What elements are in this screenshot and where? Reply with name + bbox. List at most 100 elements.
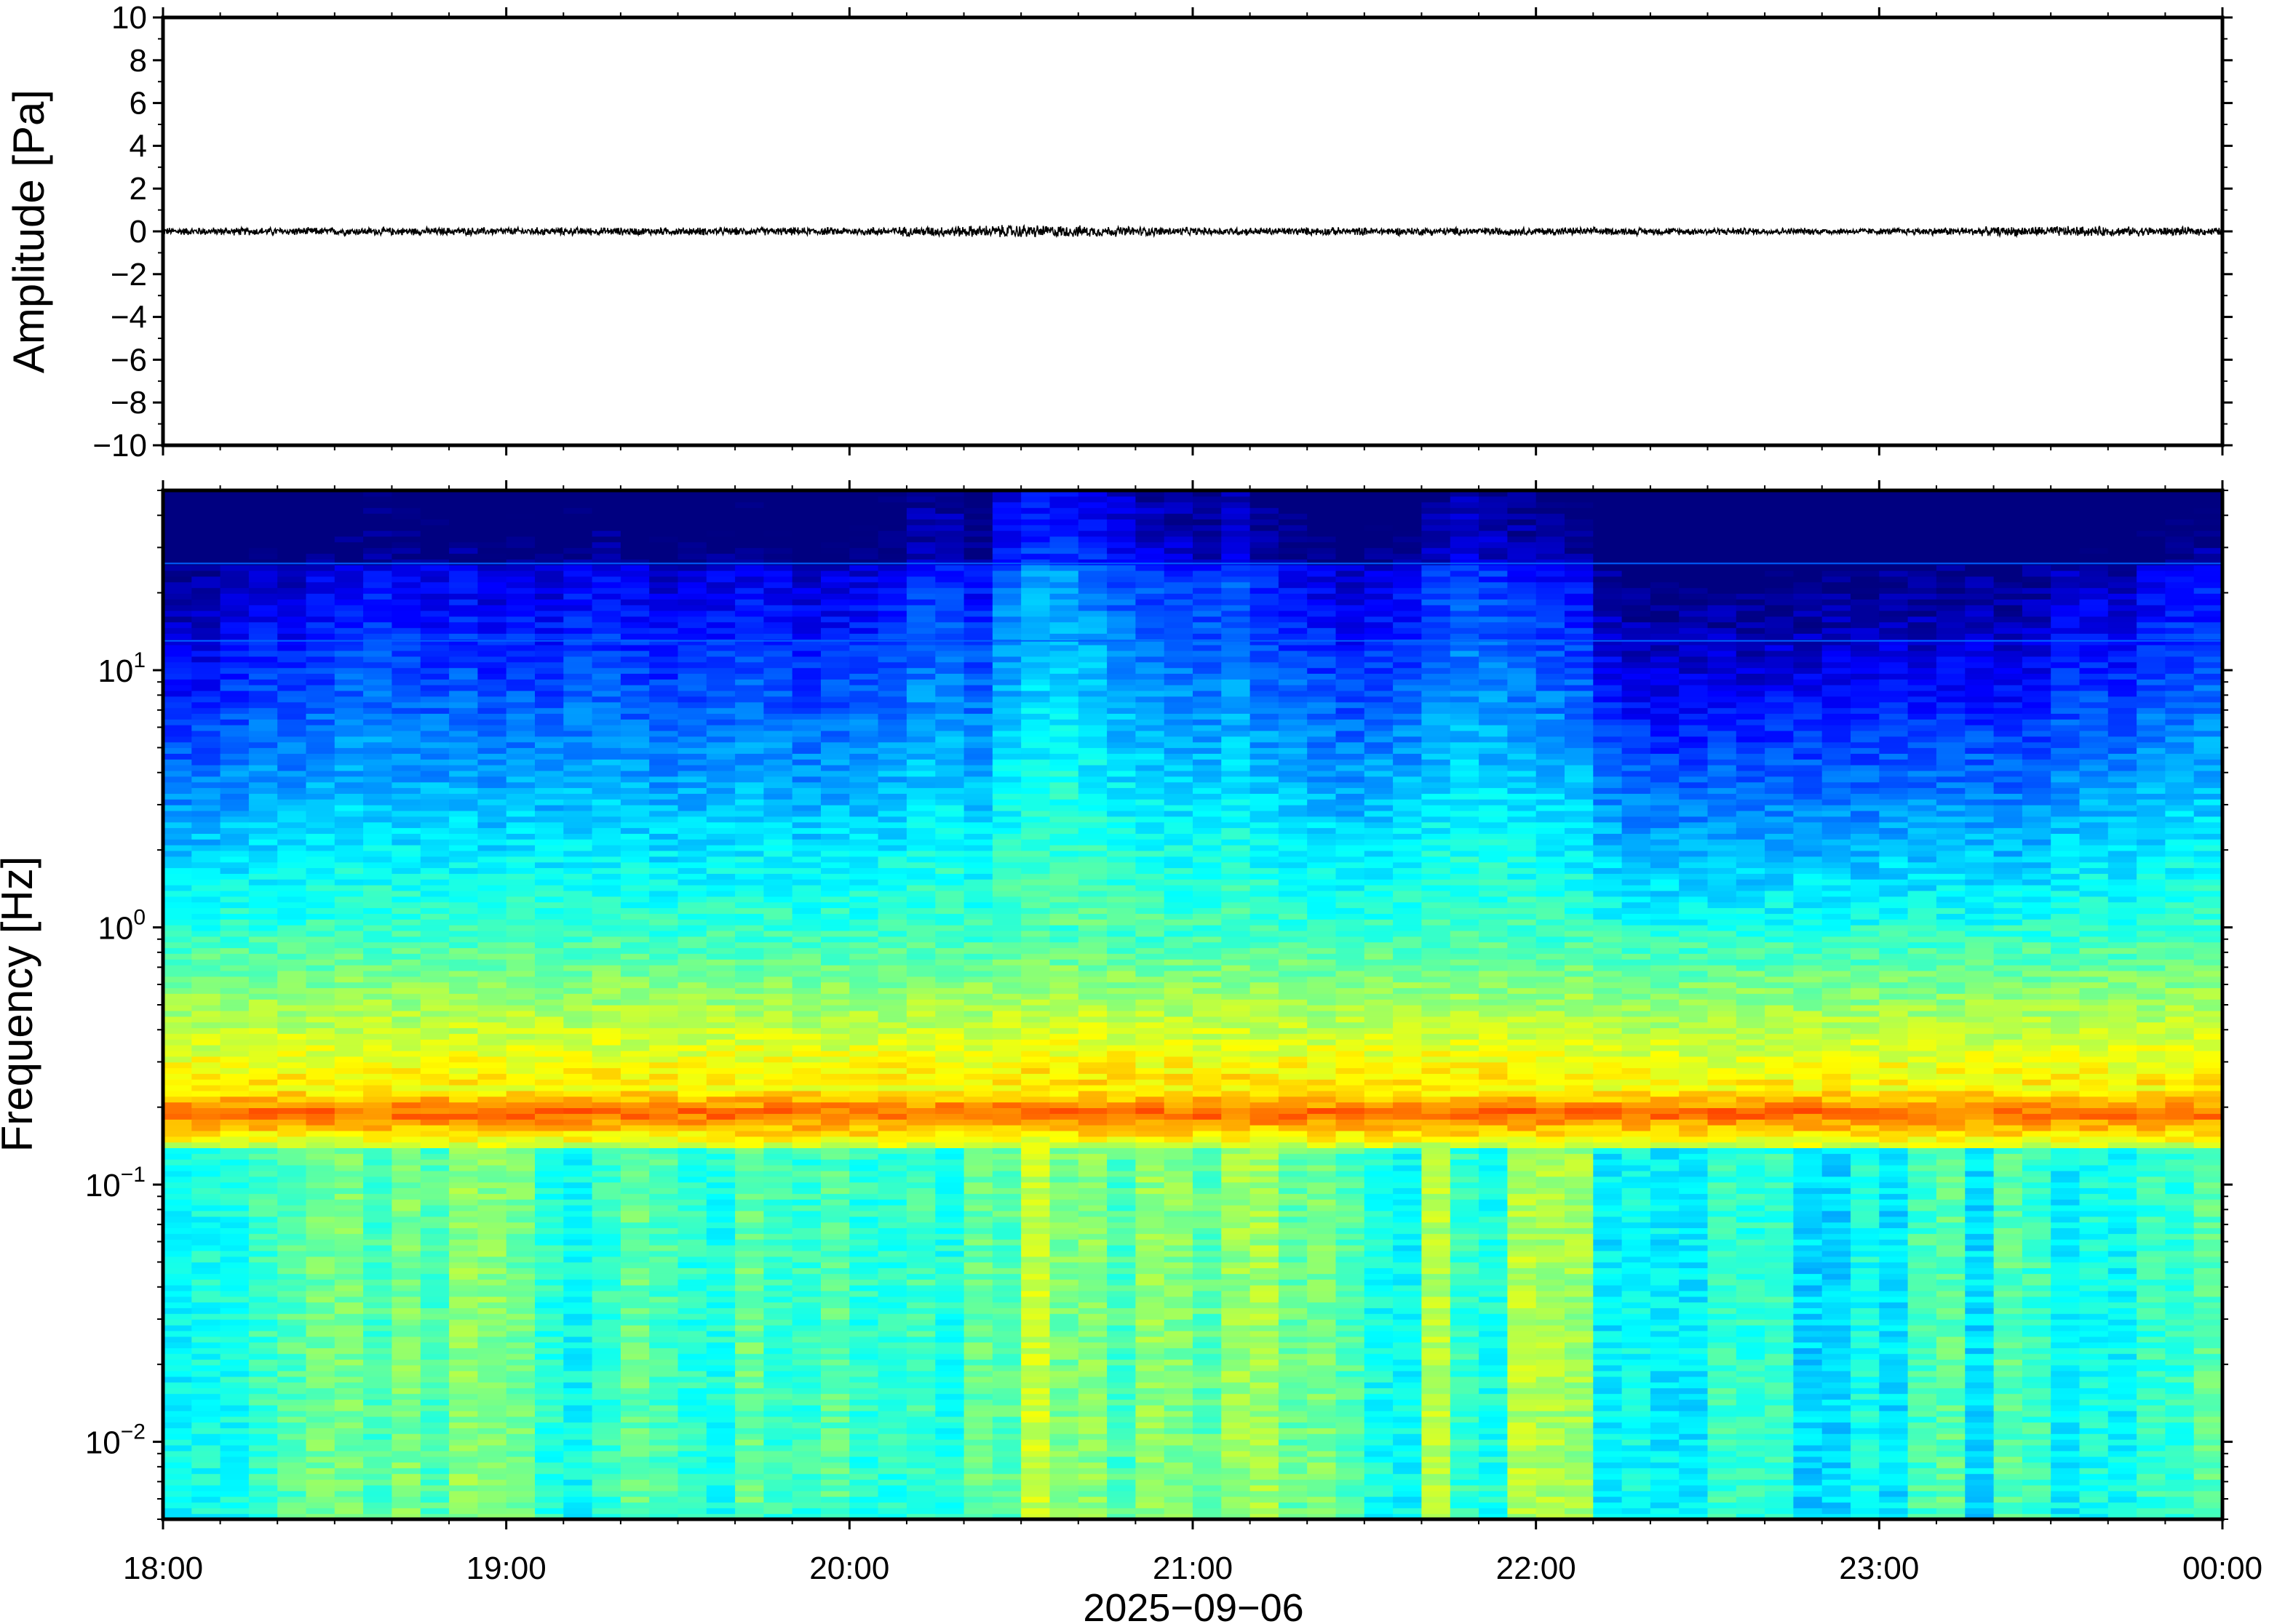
- spectrogram-cell: [163, 885, 192, 891]
- spectrogram-cell: [220, 570, 250, 577]
- spectrogram-cell: [248, 1010, 278, 1017]
- spectrogram-cell: [649, 890, 679, 897]
- spectrogram-cell: [849, 1102, 879, 1108]
- spectrogram-cell: [706, 530, 736, 537]
- spectrogram-cell: [220, 787, 250, 794]
- spectrogram-cell: [334, 1090, 364, 1097]
- spectrogram-cell: [735, 816, 764, 823]
- spectrogram-cell: [906, 1125, 936, 1131]
- spectrogram-cell: [277, 713, 307, 720]
- spectrogram-cell: [535, 1107, 564, 1114]
- spectrogram-cell: [363, 1267, 392, 1274]
- spectrogram-cell: [220, 936, 250, 943]
- spectrogram-cell: [821, 1508, 850, 1514]
- spectrogram-cell: [306, 627, 335, 634]
- spectrogram-cell: [191, 616, 221, 623]
- spectrogram-cell: [735, 599, 764, 605]
- spectrogram-cell: [163, 685, 192, 691]
- spectrogram-cell: [735, 1382, 764, 1388]
- spectrogram-cell: [277, 1330, 307, 1337]
- spectrogram-cell: [449, 1473, 478, 1480]
- spectrogram-cell: [392, 725, 421, 731]
- spectrogram-cell: [248, 621, 278, 629]
- spectrogram-cell: [763, 1250, 793, 1257]
- spectrogram-cell: [220, 553, 250, 560]
- spectrogram-cell: [420, 1330, 450, 1337]
- spectrogram-cell: [735, 861, 764, 869]
- spectrogram-cell: [592, 616, 621, 623]
- spectrogram-cell: [449, 1090, 478, 1097]
- spectrogram-cell: [849, 587, 879, 594]
- spectrogram-cell: [849, 1336, 879, 1343]
- spectrogram-cell: [392, 1496, 421, 1503]
- spectrogram-cell: [334, 1233, 364, 1240]
- spectrogram-cell: [563, 1096, 593, 1103]
- spectrogram-cell: [763, 1376, 793, 1383]
- spectrogram-cell: [906, 741, 936, 749]
- spectrogram-cell: [191, 547, 221, 554]
- spectrogram-cell: [363, 856, 392, 863]
- spectrogram-cell: [420, 650, 450, 657]
- spectrogram-cell: [677, 1113, 707, 1120]
- spectrogram-cell: [649, 879, 679, 885]
- spectrogram-cell: [535, 999, 564, 1006]
- spectrogram-cell: [334, 701, 364, 709]
- spectrogram-cell: [792, 707, 822, 714]
- spectrogram-cell: [649, 1113, 679, 1120]
- spectrogram-cell: [191, 605, 221, 611]
- spectrogram-cell: [792, 776, 822, 783]
- spectrogram-cell: [620, 679, 650, 685]
- spectrogram-cell: [191, 907, 221, 914]
- spectrogram-cell: [620, 1079, 650, 1086]
- spectrogram-cell: [735, 1279, 764, 1286]
- spectrogram-cell: [763, 621, 793, 629]
- spectrogram-cell: [763, 536, 793, 543]
- spectrogram-cell: [163, 982, 192, 989]
- spectrogram-cell: [735, 1433, 764, 1440]
- spectrogram-cell: [592, 1388, 621, 1394]
- spectrogram-cell: [906, 1210, 936, 1217]
- spectrogram-cell: [677, 890, 707, 897]
- spectrogram-cell: [449, 1027, 478, 1034]
- spectrogram-cell: [763, 1079, 793, 1086]
- spectrogram-cell: [849, 599, 879, 605]
- spectrogram-cell: [277, 845, 307, 851]
- spectrogram-cell: [706, 1484, 736, 1492]
- spectrogram-cell: [906, 781, 936, 789]
- spectrogram-cell: [821, 1193, 850, 1200]
- spectrogram-cell: [620, 1027, 650, 1034]
- spectrogram-cell: [649, 656, 679, 663]
- spectrogram-cell: [392, 1513, 421, 1519]
- spectrogram-cell: [735, 1147, 764, 1154]
- spectrogram-cell: [706, 987, 736, 994]
- spectrogram-cell: [563, 559, 593, 565]
- spectrogram-cell: [649, 1496, 679, 1503]
- spectrogram-cell: [248, 673, 278, 680]
- spectrogram-cell: [506, 713, 536, 720]
- spectrogram-cell: [248, 747, 278, 754]
- spectrogram-cell: [506, 1433, 536, 1440]
- spectrogram-cell: [277, 1336, 307, 1343]
- spectrogram-cell: [248, 799, 278, 805]
- spectrogram-cell: [363, 787, 392, 794]
- spectrogram-cell: [506, 1376, 536, 1383]
- spectrogram-cell: [334, 1433, 364, 1440]
- spectrogram-cell: [849, 1513, 879, 1519]
- spectrogram-cell: [592, 725, 621, 731]
- spectrogram-cell: [792, 799, 822, 805]
- spectrogram-cell: [878, 1176, 907, 1183]
- spectrogram-cell: [849, 1233, 879, 1240]
- spectrogram-cell: [506, 770, 536, 777]
- spectrogram-cell: [620, 565, 650, 571]
- spectrogram-cell: [420, 1153, 450, 1160]
- spectrogram-cell: [592, 701, 621, 709]
- spectrogram-cell: [735, 930, 764, 937]
- spectrogram-cell: [363, 1393, 392, 1400]
- spectrogram-cell: [334, 667, 364, 674]
- spectrogram-cell: [563, 673, 593, 680]
- spectrogram-cell: [163, 1296, 192, 1303]
- spectrogram-cell: [506, 999, 536, 1006]
- spectrogram-cell: [792, 953, 822, 960]
- spectrogram-cell: [363, 547, 392, 554]
- spectrogram-cell: [906, 1382, 936, 1388]
